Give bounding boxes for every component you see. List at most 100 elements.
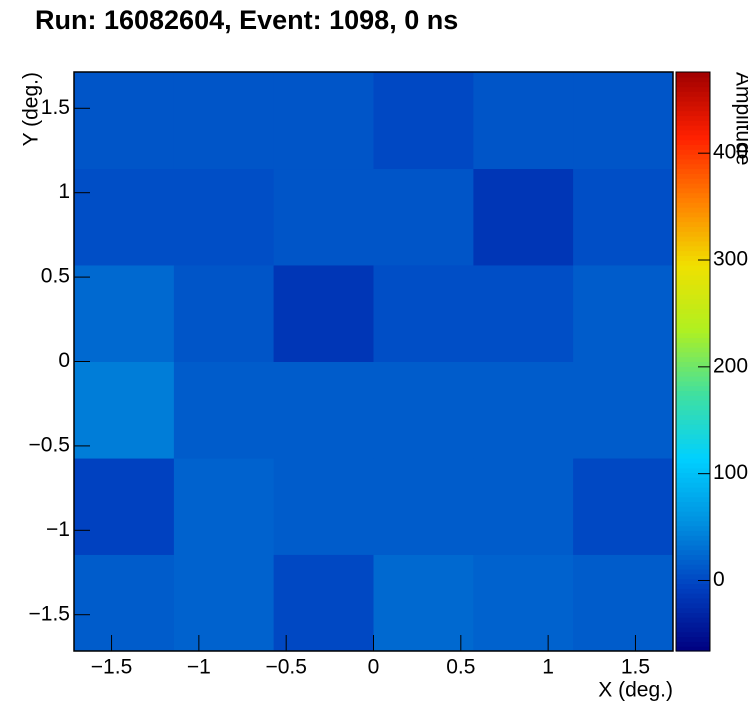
- colorbar-segment: [676, 366, 710, 372]
- colorbar-segment: [676, 240, 710, 247]
- colorbar-segment: [676, 486, 710, 493]
- colorbar-segment: [676, 390, 710, 396]
- colorbar-segment: [676, 361, 710, 367]
- heatmap-cell: [373, 554, 474, 652]
- heatmap-cell: [273, 361, 374, 459]
- heatmap-cell: [74, 72, 175, 170]
- colorbar-segment: [676, 380, 710, 387]
- colorbar-segment: [676, 293, 710, 300]
- colorbar-segment: [676, 342, 710, 348]
- heatmap-cell: [573, 554, 674, 652]
- colorbar-segment: [676, 646, 710, 652]
- colorbar-segment: [676, 347, 710, 353]
- colorbar-segment: [676, 173, 710, 179]
- colorbar-tick-label: 300: [713, 248, 748, 271]
- colorbar-segment: [676, 588, 710, 594]
- colorbar-segment: [676, 626, 710, 633]
- heatmap-cell: [273, 458, 374, 555]
- colorbar-segment: [676, 578, 710, 585]
- x-tick-label: −0.5: [265, 656, 306, 679]
- colorbar-segment: [676, 298, 710, 305]
- colorbar-segment: [676, 385, 710, 392]
- colorbar-segment: [676, 443, 710, 449]
- colorbar-segment: [676, 178, 710, 184]
- y-tick-label: 1.5: [41, 96, 70, 119]
- colorbar-segment: [676, 322, 710, 329]
- colorbar-segment: [676, 424, 710, 430]
- colorbar-segment: [676, 520, 710, 527]
- colorbar-segment: [676, 154, 710, 160]
- heatmap-cell: [173, 458, 275, 555]
- colorbar-segment: [676, 125, 710, 131]
- heatmap-cell: [373, 72, 474, 170]
- colorbar-segment: [676, 236, 710, 242]
- colorbar-segment: [676, 192, 710, 199]
- colorbar-segment: [676, 187, 710, 194]
- colorbar-segment: [676, 462, 710, 469]
- colorbar-tick-label: 0: [713, 568, 725, 591]
- heatmap-cell: [573, 264, 674, 362]
- colorbar-segment: [676, 216, 710, 223]
- colorbar-segment: [676, 245, 710, 252]
- colorbar-segment: [676, 400, 710, 406]
- heatmap-cell: [473, 264, 574, 362]
- heatmap-cell: [473, 361, 574, 459]
- heatmap-cell: [273, 554, 374, 652]
- colorbar-segment: [676, 207, 710, 213]
- colorbar-segment: [676, 477, 710, 483]
- colorbar-segment: [676, 269, 710, 276]
- colorbar-segment: [676, 265, 710, 271]
- colorbar-segment: [676, 404, 710, 411]
- heatmap-cell: [74, 168, 175, 266]
- y-tick-label: −1.5: [29, 602, 70, 625]
- colorbar-segment: [676, 554, 710, 560]
- chart-title: Run: 16082604, Event: 1098, 0 ns: [35, 5, 458, 35]
- colorbar-segment: [676, 76, 710, 83]
- y-tick-label: 0.5: [41, 265, 70, 288]
- x-tick-label: 0.5: [446, 656, 475, 679]
- colorbar-segment: [676, 332, 710, 338]
- colorbar-segment: [676, 467, 710, 474]
- y-tick-label: 0: [58, 349, 70, 372]
- colorbar-segment: [676, 515, 710, 522]
- colorbar-frame: [675, 71, 711, 652]
- colorbar-segment: [676, 525, 710, 531]
- colorbar-segment: [676, 535, 710, 541]
- x-tick-label: 1.5: [621, 656, 650, 679]
- heatmap-cell: [273, 72, 374, 170]
- colorbar-segment: [676, 636, 710, 642]
- heatmap-cell: [173, 361, 275, 459]
- y-tick-label: −1: [46, 518, 70, 541]
- heatmap-cell: [74, 361, 175, 459]
- colorbar-segment: [676, 197, 710, 203]
- colorbar-segment: [676, 409, 710, 416]
- colorbar-tick-label: 400: [713, 141, 748, 164]
- colorbar-segment: [676, 491, 710, 498]
- colorbar-segment: [676, 211, 710, 218]
- heatmap-cell: [173, 264, 275, 362]
- colorbar-segment: [676, 564, 710, 570]
- colorbar-segment: [676, 110, 710, 117]
- colorbar-segment: [676, 617, 710, 623]
- colorbar-segment: [676, 231, 710, 237]
- colorbar-tick-label: 100: [713, 461, 748, 484]
- colorbar-segment: [676, 202, 710, 208]
- colorbar-segment: [676, 129, 710, 136]
- colorbar-segment: [676, 573, 710, 580]
- colorbar-segment: [676, 540, 710, 546]
- colorbar-segment: [676, 356, 710, 363]
- colorbar-segment: [676, 274, 710, 281]
- heatmap-cell: [573, 168, 674, 266]
- heatmap-cell: [273, 264, 374, 362]
- colorbar-segment: [676, 612, 710, 618]
- colorbar-segment: [676, 318, 710, 324]
- heatmap-cell: [473, 72, 574, 170]
- colorbar-segment: [676, 91, 710, 97]
- colorbar-segment: [676, 544, 710, 551]
- y-tick-label: 1: [58, 180, 70, 203]
- colorbar-segment: [676, 429, 710, 435]
- colorbar-segment: [676, 583, 710, 589]
- colorbar-segment: [676, 303, 710, 310]
- colorbar-segment: [676, 120, 710, 126]
- colorbar-segment: [676, 419, 710, 425]
